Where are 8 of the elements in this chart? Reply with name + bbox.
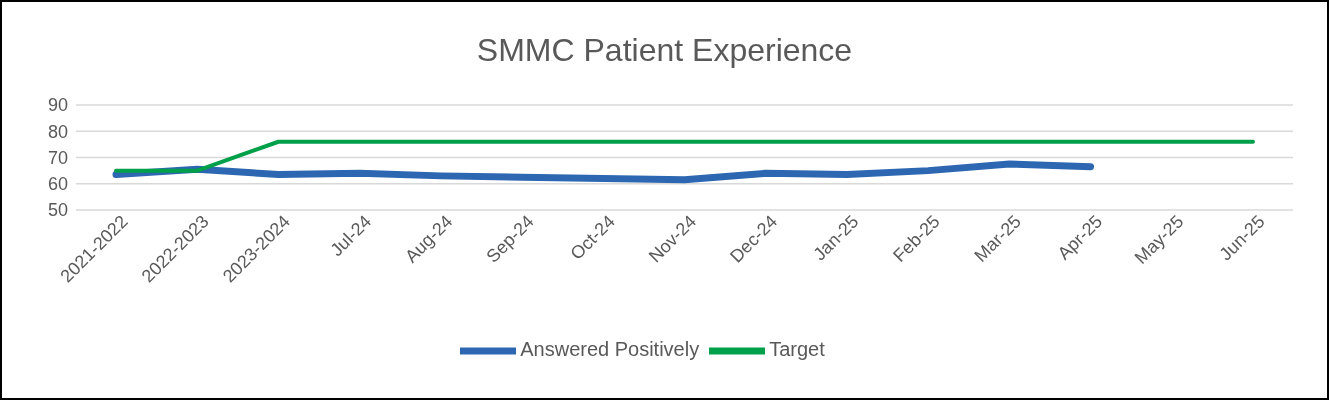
legend-label: Answered Positively — [520, 338, 700, 361]
y-tick-label: 80 — [47, 121, 68, 142]
y-tick-label: 60 — [47, 174, 68, 195]
y-tick-label: 90 — [47, 95, 68, 116]
y-tick-label: 50 — [47, 200, 68, 221]
y-tick-label: 70 — [47, 147, 68, 168]
legend-label: Target — [769, 338, 825, 361]
chart-title: SMMC Patient Experience — [475, 32, 854, 69]
